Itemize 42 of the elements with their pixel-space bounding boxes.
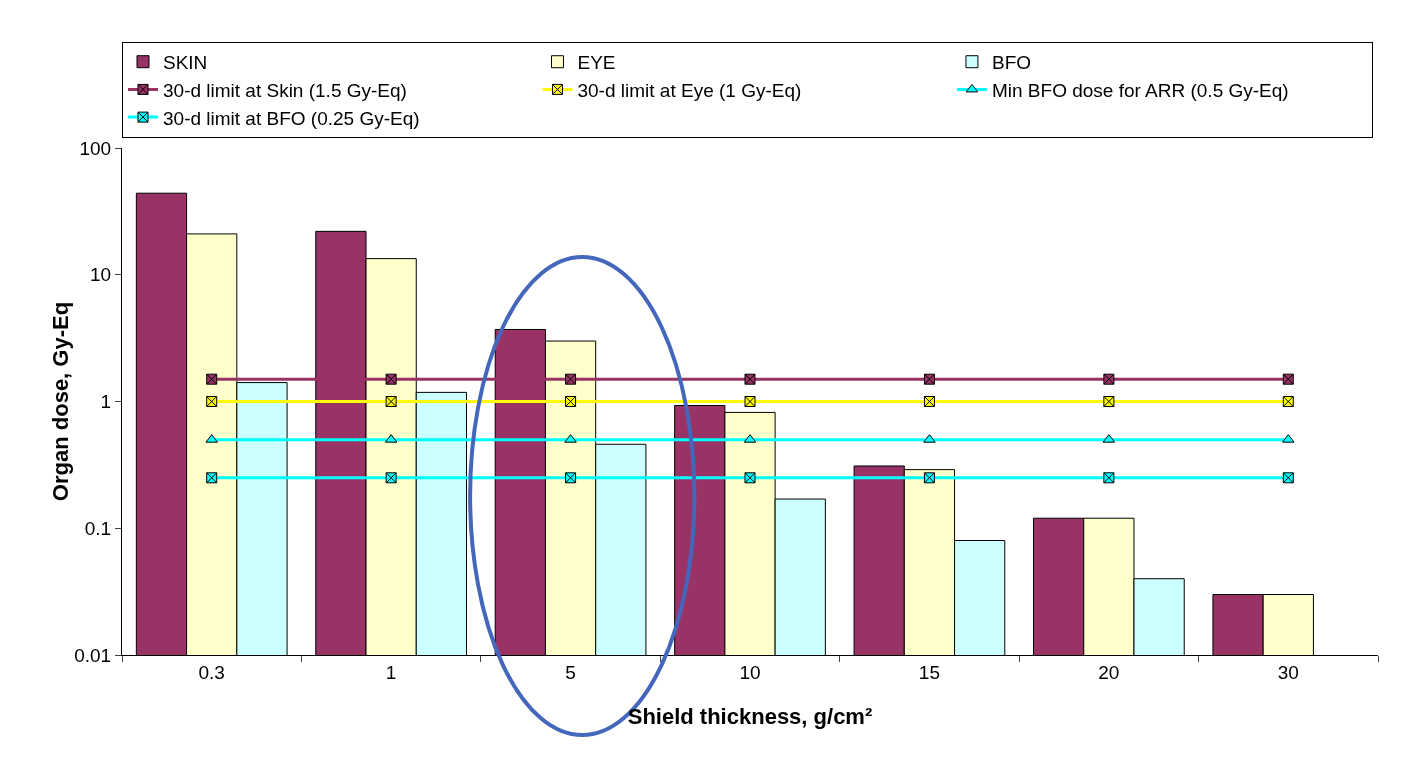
point [385,396,397,407]
point [206,472,218,484]
point [1282,373,1294,385]
y-tick-label: 0.1 [84,517,112,539]
point [565,396,577,407]
point [565,472,577,484]
point [206,373,218,385]
legend-label: EYE [577,52,616,74]
x-axis-title: Shield thickness, g/cm² [627,703,873,729]
x-tick-label: 15 [918,661,940,683]
y-axis-title: Organ dose, Gy-Eq [48,301,73,502]
x-tick-label: 0.3 [198,661,225,683]
point [1103,472,1115,484]
legend-label: BFO [991,52,1032,74]
point [744,396,756,407]
point [923,396,935,407]
y-tick-label: 0.01 [74,644,112,666]
point [385,373,397,385]
legend-label: SKIN [163,52,208,74]
y-tick-label: 1 [100,391,112,413]
point [744,373,756,385]
x-tick-label: 5 [565,661,576,683]
legend-label: 30-d limit at Skin (1.5 Gy-Eq) [163,79,407,101]
point [565,373,577,385]
point [206,396,218,407]
point [1103,373,1115,385]
x-tick-label: 20 [1098,661,1120,683]
point [923,373,935,385]
x-tick-label: 10 [739,661,761,683]
point [1282,472,1294,484]
legend-label: Min BFO dose for ARR (0.5 Gy-Eq) [991,79,1289,101]
x-tick-label: 30 [1277,661,1299,683]
point [1282,396,1294,407]
x-tick-label: 1 [385,661,397,683]
point [385,472,397,484]
y-tick-label: 100 [79,137,112,159]
legend-label: 30-d limit at Eye (1 Gy-Eq) [577,79,802,101]
point [744,472,756,484]
point [1103,396,1115,407]
point [923,472,935,484]
y-tick-label: 10 [90,264,112,286]
legend-label: 30-d limit at BFO (0.25 Gy-Eq) [163,107,420,129]
